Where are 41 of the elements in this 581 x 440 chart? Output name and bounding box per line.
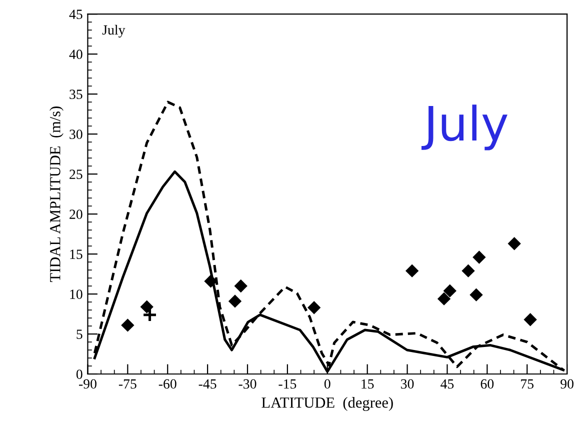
x-tick-label: 90 (560, 379, 574, 389)
x-tick-label: -60 (158, 379, 176, 389)
point (443, 284, 456, 298)
point (405, 264, 419, 278)
point (142, 307, 158, 322)
x-tick-label: 75 (521, 379, 534, 389)
annotation: July (421, 104, 508, 150)
point (121, 318, 134, 332)
x-tick-label: -45 (198, 379, 216, 389)
x-axis-title: LATITUDE (degree) (262, 397, 393, 411)
annotation: July (102, 24, 126, 38)
y-tick-label: 10 (70, 290, 82, 299)
y-tick-label: 20 (70, 210, 82, 219)
x-tick-label: -90 (78, 379, 96, 389)
x-tick-label: -15 (278, 379, 296, 389)
point (140, 300, 154, 314)
point (462, 264, 475, 278)
y-axis-title: TIDAL AMPLITUDE (m/s) (50, 106, 64, 282)
point (524, 313, 537, 326)
x-tick-label: -30 (238, 379, 256, 389)
point (234, 279, 248, 293)
y-tick-label: 45 (69, 10, 82, 20)
point (437, 292, 451, 306)
x-tick-label: 60 (480, 379, 494, 389)
x-tick-label: 30 (401, 379, 414, 389)
point (307, 301, 321, 314)
y-tick-label: 0 (76, 370, 82, 379)
y-tick-label: 35 (70, 90, 82, 100)
point (508, 237, 521, 250)
y-tick-label: 15 (70, 250, 82, 259)
y-tick-label: 30 (70, 130, 82, 140)
x-tick-label: 0 (324, 379, 330, 389)
point (472, 250, 486, 264)
y-tick-label: 25 (70, 170, 82, 179)
x-tick-label: 15 (362, 379, 374, 389)
point (470, 288, 483, 302)
y-tick-label: 5 (76, 330, 82, 339)
x-tick-label: 45 (440, 379, 454, 389)
x-tick-label: -75 (118, 379, 136, 389)
point (228, 294, 242, 308)
y-tick-label: 40 (69, 50, 82, 60)
